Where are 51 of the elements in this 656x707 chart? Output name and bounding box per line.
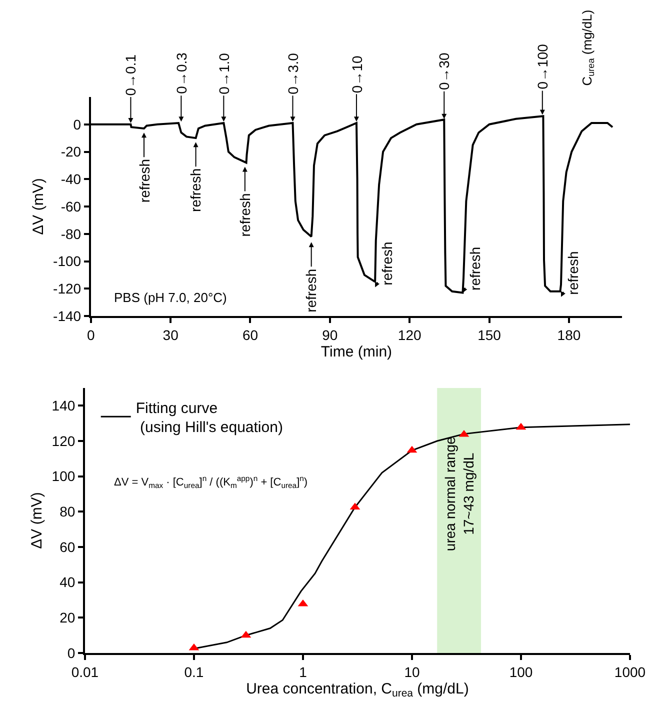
- annotation: 0→30: [436, 52, 452, 90]
- annotation: refresh: [188, 168, 204, 212]
- x-tick-label: 100: [509, 664, 533, 680]
- annotation: refresh: [466, 246, 483, 290]
- x-tick-label: 0.1: [184, 664, 204, 680]
- y-tick-label: -40: [60, 171, 82, 188]
- x-axis-title: Urea concentration, C$_{urea}$ (mg/dL): [246, 680, 469, 700]
- annotation: refresh: [378, 242, 395, 286]
- annotation: 0→0.1: [122, 54, 139, 96]
- x-tick-label: 150: [478, 326, 502, 343]
- annotation: refresh: [565, 251, 582, 295]
- y-tick-label: 100: [52, 468, 76, 484]
- band-label: urea normal range 17~43 mg/dL: [442, 436, 476, 552]
- annotation: refresh: [303, 268, 320, 312]
- annotation: 0→3.0: [285, 52, 302, 94]
- y-tick-label: 40: [60, 574, 76, 590]
- y-tick-label: -80: [60, 226, 82, 242]
- annotation: 0→10: [348, 56, 365, 94]
- x-axis-title: Time (min): [320, 343, 392, 360]
- annotation: refresh: [237, 193, 254, 237]
- x-tick-label: 180: [557, 326, 581, 343]
- x-tick-label: 10: [404, 664, 420, 680]
- annotation: 0→100: [534, 44, 551, 90]
- y-tick-label: 0: [73, 116, 82, 132]
- legend-label: Fitting curve (using Hill's equation): [136, 400, 283, 436]
- y-axis-title: ΔV (mV): [28, 492, 46, 549]
- y-tick-label: -60: [60, 198, 82, 214]
- annotation: PBS (pH 7.0, 20°C): [114, 290, 227, 305]
- x-tick-label: 60: [242, 326, 258, 343]
- x-tick-label: 0: [86, 326, 95, 343]
- y-tick-label: 120: [52, 432, 76, 449]
- y-tick-label: 80: [60, 504, 76, 520]
- y-tick-label: -140: [53, 308, 82, 324]
- y-tick-label: -120: [53, 280, 82, 297]
- x-tick-label: 90: [322, 326, 338, 343]
- y-tick-label: 60: [60, 538, 76, 555]
- annotation: 0→0.3: [174, 52, 190, 94]
- x-tick-label: 0.01: [71, 664, 99, 680]
- y-tick-label: -20: [60, 144, 82, 160]
- y-tick-label: 140: [52, 398, 76, 414]
- x-tick-label: 1: [299, 664, 308, 680]
- y-tick-label: -100: [53, 253, 82, 270]
- y-tick-label: 20: [60, 610, 76, 626]
- text: ΔV = V$_{max}$ · [C$_{urea}$]$^{n}$ / ((K$_{m}$$^{app}$)$^{n}$ + [C$_{urea}$]$^{n}$): [114, 474, 308, 490]
- x-tick-label: 120: [398, 326, 422, 343]
- annotation: refresh: [136, 159, 152, 203]
- y-tick-label: 0: [67, 644, 76, 661]
- y-axis-title: ΔV (mV): [30, 178, 47, 235]
- annotation: 0→1.0: [216, 52, 232, 94]
- x-tick-label: 30: [162, 326, 179, 343]
- x-tick-label: 1000: [614, 664, 646, 680]
